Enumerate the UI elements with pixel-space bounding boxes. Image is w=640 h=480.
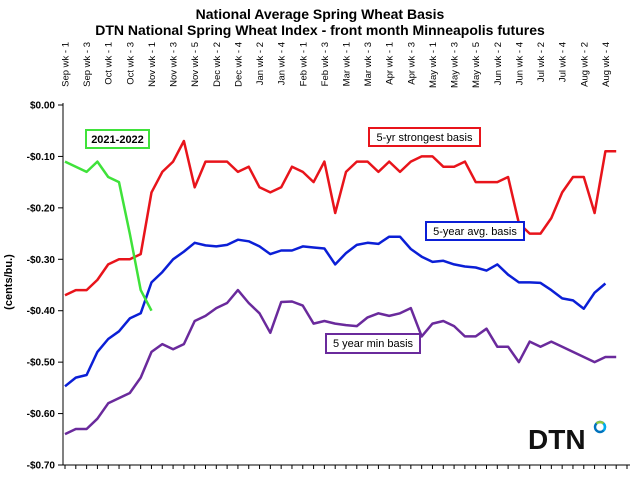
series-line-5-yr-strongest-basis <box>64 139 617 297</box>
x-tick-label: Dec wk - 4 <box>233 42 244 87</box>
y-tick-label: -$0.40 <box>27 306 56 317</box>
x-tick-label: Aug wk - 2 <box>579 42 590 87</box>
y-axis-label: (cents/bu.) <box>3 254 15 310</box>
y-axis-ticks: $0.00 -$0.10 -$0.20 -$0.30 -$0.40 -$0.50 -$0.6… <box>27 101 63 472</box>
x-tick-label: May wk - 1 <box>428 42 439 88</box>
x-tick-label: May wk - 5 <box>471 42 482 88</box>
dtn-logo: DTN <box>528 420 607 455</box>
logo-arc-green-icon <box>595 420 605 425</box>
x-tick-label: Jul wk - 4 <box>558 42 569 82</box>
series-line-5-year-avg-basis <box>64 235 607 388</box>
x-tick-label: Apr wk - 1 <box>385 42 396 85</box>
annotation-min-label: 5 year min basis <box>333 338 414 350</box>
x-tick-label: Sep wk - 1 <box>61 42 72 87</box>
x-tick-label: Jun wk - 4 <box>514 42 525 85</box>
x-tick-label: Feb wk - 3 <box>320 42 331 86</box>
logo-arc-cyan-icon <box>602 422 607 432</box>
x-tick-label: Jul wk - 2 <box>536 42 547 82</box>
x-tick-label: Nov wk - 1 <box>147 42 158 87</box>
y-tick-label: -$0.60 <box>27 409 56 420</box>
x-tick-label: Feb wk - 1 <box>298 42 309 86</box>
x-tick-label: Sep wk - 3 <box>82 42 93 87</box>
series-line-5-year-min-basis <box>64 288 617 436</box>
annotation-avg: 5-year avg. basis <box>425 221 525 241</box>
annotation-min: 5 year min basis <box>325 333 421 354</box>
chart-title: National Average Spring Wheat Basis <box>196 6 445 22</box>
y-tick-label: -$0.50 <box>27 358 56 369</box>
y-tick-label: -$0.20 <box>27 203 56 214</box>
x-tick-label: Oct wk - 3 <box>125 42 136 85</box>
y-tick-label: $0.00 <box>30 101 55 112</box>
x-axis-ticks: Sep wk - 1 Sep wk - 3 Oct wk - 1 Oct wk - 3… <box>61 42 628 469</box>
x-tick-label: Jun wk - 2 <box>493 42 504 85</box>
dtn-logo-text: DTN <box>528 424 586 455</box>
y-tick-label: -$0.30 <box>27 255 56 266</box>
series-line-2021-2022 <box>64 160 153 312</box>
dtn-logo-mark <box>593 420 607 434</box>
y-tick-label: -$0.70 <box>27 461 56 472</box>
x-tick-label: Mar wk - 1 <box>342 42 353 86</box>
annotation-strongest-label: 5-yr strongest basis <box>377 132 473 144</box>
annotation-2021-2022: 2021-2022 <box>85 129 150 149</box>
x-tick-label: Nov wk - 3 <box>169 42 180 87</box>
x-tick-label: Apr wk - 3 <box>406 42 417 85</box>
y-tick-label: -$0.10 <box>27 152 56 163</box>
x-tick-label: Nov wk - 5 <box>190 42 201 87</box>
x-tick-label: Mar wk - 3 <box>363 42 374 86</box>
series-lines <box>64 139 617 436</box>
x-tick-label: Oct wk - 1 <box>104 42 115 85</box>
x-tick-label: Dec wk - 2 <box>212 42 223 87</box>
chart-subtitle: DTN National Spring Wheat Index - front … <box>95 22 545 38</box>
x-tick-label: Jan wk - 4 <box>277 42 288 85</box>
annotation-2021-2022-label: 2021-2022 <box>91 134 144 146</box>
annotation-avg-label: 5-year avg. basis <box>433 226 517 238</box>
x-tick-label: Aug wk - 4 <box>601 42 612 87</box>
x-tick-label: Jan wk - 2 <box>255 42 266 85</box>
annotation-strongest: 5-yr strongest basis <box>368 127 481 147</box>
x-tick-label: May wk - 3 <box>450 42 461 88</box>
